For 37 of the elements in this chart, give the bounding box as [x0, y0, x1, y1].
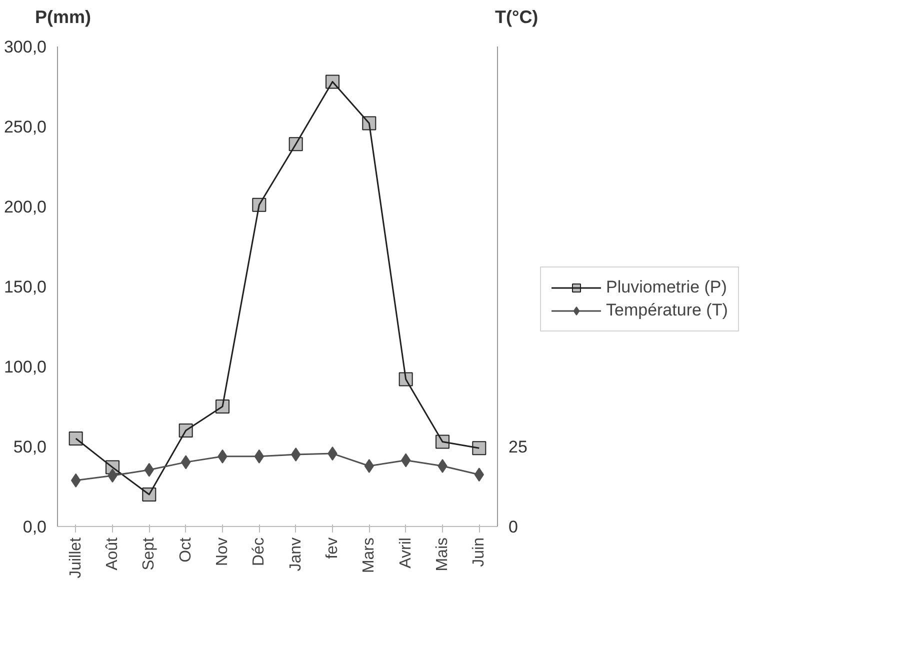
x-tick-label: Avril: [397, 537, 414, 568]
y-tick-label: 250,0: [4, 118, 47, 136]
y2-axis-title: T(°C): [495, 6, 538, 29]
x-tick-label: Mars: [360, 537, 378, 574]
point: [326, 74, 340, 89]
x-tick-label: Mais: [434, 538, 451, 572]
point: [398, 372, 413, 386]
point: [142, 488, 156, 502]
point: [291, 448, 301, 462]
y-tick-label: 0,0: [22, 518, 47, 536]
x-tick-label: Juillet: [67, 536, 84, 578]
x-tick-label: Sept: [140, 536, 158, 570]
x-tick-label: Janv: [287, 538, 304, 572]
x-tick-label: fev: [324, 538, 341, 559]
x-tick-label: Oct: [177, 536, 194, 562]
legend-label: Température (T): [606, 300, 728, 320]
point: [68, 432, 83, 446]
y-axis-title: P(mm): [35, 6, 92, 29]
point: [362, 116, 376, 130]
x-tick-label: Août: [104, 536, 121, 570]
y-tick-label: 150,0: [4, 278, 47, 296]
legend-label: Pluviometrie (P): [606, 277, 727, 297]
point: [216, 400, 230, 414]
x-tick-label: Nov: [214, 538, 231, 566]
y-tick-label: 50,0: [13, 438, 47, 456]
x-tick-label: Déc: [250, 538, 268, 566]
point: [472, 441, 486, 456]
y-tick-label: 200,0: [4, 198, 47, 216]
point: [178, 424, 193, 438]
point: [252, 198, 266, 212]
y-tick-label: 100,0: [4, 358, 47, 376]
point: [436, 434, 450, 449]
y2-tick-label: 25: [508, 438, 528, 456]
y2-tick-label: 0: [508, 518, 518, 536]
x-tick-label: Juin: [470, 537, 488, 567]
point: [288, 137, 303, 152]
y-tick-label: 300,0: [4, 38, 47, 56]
